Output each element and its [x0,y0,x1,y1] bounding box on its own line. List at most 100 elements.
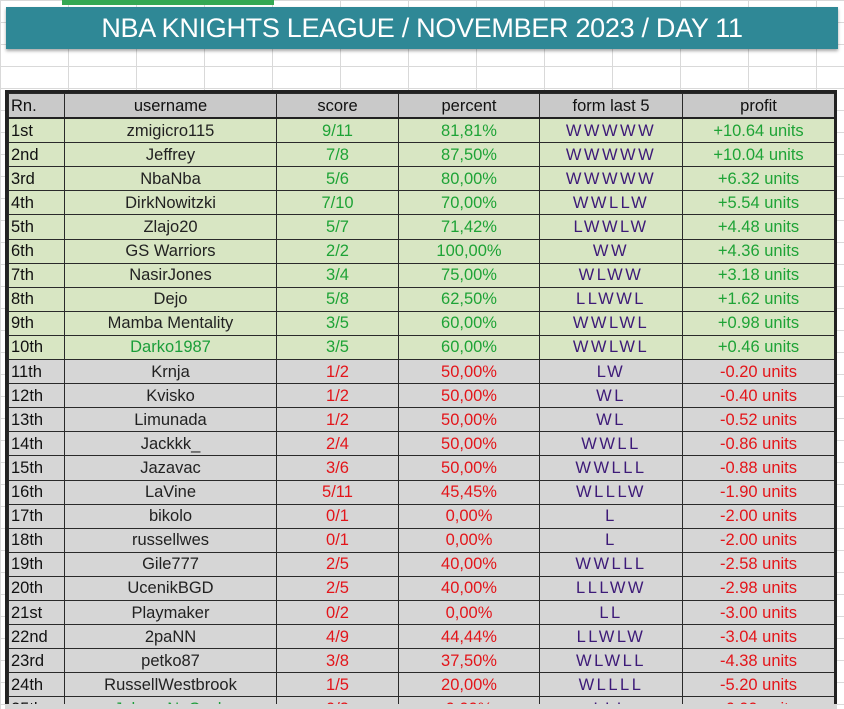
percent-cell[interactable]: 0,00% [398,503,540,529]
rank-cell[interactable]: 1st [8,117,65,144]
score-cell[interactable]: 1/5 [276,672,399,698]
header-percent[interactable]: percent [398,93,540,120]
score-cell[interactable]: 3/5 [276,334,399,361]
score-cell[interactable]: 7/8 [276,142,399,168]
profit-cell[interactable]: -3.04 units [682,624,834,650]
rank-cell[interactable]: 22nd [8,624,65,650]
percent-cell[interactable]: 60,00% [398,310,540,336]
percent-cell[interactable]: 71,42% [398,214,540,240]
percent-cell[interactable]: 37,50% [398,648,540,674]
form-cell[interactable]: LL [539,599,683,626]
form-cell[interactable]: WWWWW [539,142,683,168]
percent-cell[interactable]: 44,44% [398,624,540,650]
form-cell[interactable]: WLWLL [539,648,683,674]
percent-cell[interactable]: 87,50% [398,142,540,168]
percent-cell[interactable]: 100,00% [398,238,540,264]
percent-cell[interactable]: 50,00% [398,455,540,481]
score-cell[interactable]: 7/10 [276,190,399,216]
rank-cell[interactable]: 14th [8,431,65,457]
form-cell[interactable]: LLLWW [539,575,683,601]
score-cell[interactable]: 0/1 [276,503,399,529]
rank-cell[interactable]: 3rd [8,166,65,192]
profit-cell[interactable]: -0.88 units [682,455,834,481]
score-cell[interactable]: 1/2 [276,407,399,433]
rank-cell[interactable]: 7th [8,262,65,288]
rank-cell[interactable]: 12th [8,383,65,409]
form-cell[interactable]: WL [539,407,683,433]
rank-cell[interactable]: 19th [8,551,65,577]
header-profit[interactable]: profit [682,93,834,120]
score-cell[interactable]: 2/5 [276,551,399,577]
form-cell[interactable]: WWLL [539,431,683,457]
profit-cell[interactable]: +0.98 units [682,310,834,336]
score-cell[interactable]: 2/4 [276,431,399,457]
profit-cell[interactable]: -0.20 units [682,359,834,385]
form-cell[interactable]: WL [539,383,683,409]
rank-cell[interactable]: 9th [8,310,65,336]
percent-cell[interactable]: 0,00% [398,527,540,553]
profit-cell[interactable]: +4.48 units [682,214,834,240]
percent-cell[interactable]: 50,00% [398,407,540,433]
score-cell[interactable]: 1/2 [276,383,399,409]
profit-cell[interactable]: +4.36 units [682,238,834,264]
rank-cell[interactable]: 4th [8,190,65,216]
score-cell[interactable]: 1/2 [276,359,399,385]
form-cell[interactable]: WW [539,238,683,264]
form-cell[interactable]: WWLLL [539,455,683,481]
rank-cell[interactable]: 11th [8,359,65,385]
username-cell[interactable]: Jazavac [64,455,277,481]
rank-cell[interactable]: 24th [8,672,65,698]
form-cell[interactable]: LWWLW [539,214,683,240]
username-cell[interactable]: Jackkk_ [64,431,277,457]
form-cell[interactable]: LW [539,359,683,385]
username-cell[interactable]: zmigicro115 [64,117,277,144]
rank-cell[interactable]: 23rd [8,648,65,674]
score-cell[interactable]: 5/8 [276,286,399,312]
rank-cell[interactable]: 10th [8,334,65,361]
username-cell[interactable]: Dejo [64,286,277,312]
rank-cell[interactable]: 15th [8,455,65,481]
username-cell[interactable]: DirkNowitzki [64,190,277,216]
form-cell[interactable]: WWLWL [539,334,683,361]
profit-cell[interactable]: -2.58 units [682,551,834,577]
username-cell[interactable]: Kvisko [64,383,277,409]
score-cell[interactable]: 5/11 [276,479,399,505]
username-cell[interactable]: petko87 [64,648,277,674]
username-cell[interactable]: bikolo [64,503,277,529]
username-cell[interactable]: Playmaker [64,599,277,626]
percent-cell[interactable]: 50,00% [398,431,540,457]
profit-cell[interactable]: +6.32 units [682,166,834,192]
rank-cell[interactable]: 20th [8,575,65,601]
percent-cell[interactable]: 50,00% [398,359,540,385]
profit-cell[interactable]: -5.20 units [682,672,834,698]
form-cell[interactable]: LLWWL [539,286,683,312]
score-cell[interactable]: 4/9 [276,624,399,650]
rank-cell[interactable]: 18th [8,527,65,553]
score-cell[interactable]: 3/5 [276,310,399,336]
score-cell[interactable]: 0/2 [276,599,399,626]
profit-cell[interactable]: -2.98 units [682,575,834,601]
rank-cell[interactable]: 13th [8,407,65,433]
username-cell[interactable]: Jeffrey [64,142,277,168]
form-cell[interactable]: WWWWW [539,166,683,192]
score-cell[interactable]: 9/11 [276,117,399,144]
score-cell[interactable]: 3/4 [276,262,399,288]
form-cell[interactable]: L [539,503,683,529]
username-cell[interactable]: 2paNN [64,624,277,650]
username-cell[interactable]: GS Warriors [64,238,277,264]
form-cell[interactable]: WWWWW [539,117,683,144]
rank-cell[interactable]: 6th [8,238,65,264]
profit-cell[interactable]: -2.00 units [682,503,834,529]
form-cell[interactable]: WWLWL [539,310,683,336]
rank-cell[interactable]: 2nd [8,142,65,168]
username-cell[interactable]: Darko1987 [64,334,277,361]
percent-cell[interactable]: 50,00% [398,383,540,409]
score-cell[interactable]: 2/2 [276,238,399,264]
score-cell[interactable]: 2/5 [276,575,399,601]
profit-cell[interactable]: -0.40 units [682,383,834,409]
score-cell[interactable]: 3/8 [276,648,399,674]
percent-cell[interactable]: 81,81% [398,117,540,144]
percent-cell[interactable]: 60,00% [398,334,540,361]
form-cell[interactable]: L [539,527,683,553]
username-cell[interactable]: Mamba Mentality [64,310,277,336]
